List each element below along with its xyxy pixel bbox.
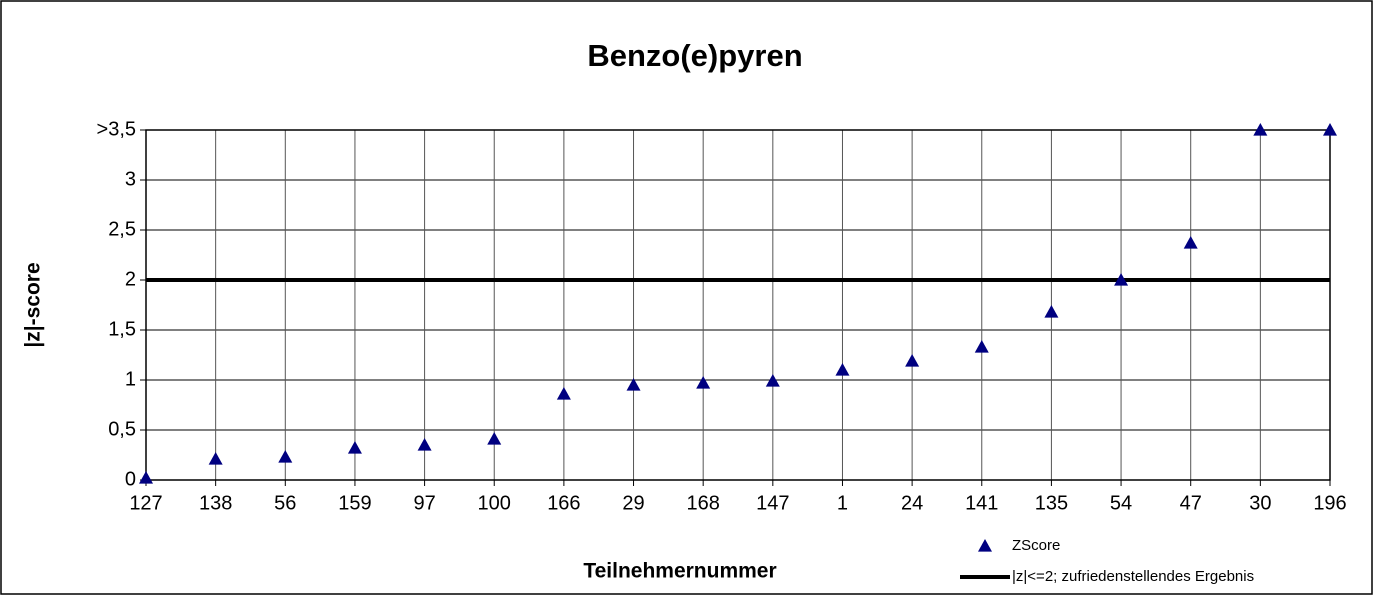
marker [208, 452, 223, 465]
legend-swatch [978, 539, 992, 552]
marker [1323, 123, 1337, 136]
marker [905, 354, 920, 367]
plot-area [146, 130, 1330, 480]
marker [765, 374, 780, 387]
y-tick-label: 3 [125, 168, 136, 190]
marker [696, 376, 711, 389]
x-tick-label: 100 [478, 492, 511, 514]
x-tick-label: 135 [1035, 492, 1068, 514]
x-axis-label: Teilnehmernummer [583, 560, 776, 583]
marker [556, 387, 571, 400]
y-tick-label: 2,5 [108, 218, 136, 240]
x-tick-label: 138 [199, 492, 232, 514]
x-tick-label: 141 [965, 492, 998, 514]
marker [974, 340, 989, 353]
marker [835, 363, 850, 376]
y-tick-label: 2 [125, 268, 136, 290]
x-tick-label: 56 [274, 492, 296, 514]
y-tick-label: 1 [125, 368, 136, 390]
x-tick-label: 29 [622, 492, 644, 514]
x-tick-label: 147 [756, 492, 789, 514]
x-tick-label: 196 [1313, 492, 1346, 514]
marker [417, 438, 432, 451]
y-tick-label: 0 [125, 468, 136, 490]
x-tick-label: 166 [547, 492, 580, 514]
marker [626, 378, 641, 391]
y-tick-label: >3,5 [97, 118, 136, 140]
x-tick-label: 24 [901, 492, 923, 514]
x-tick-label: 168 [686, 492, 719, 514]
marker [1183, 236, 1198, 249]
x-tick-label: 97 [413, 492, 435, 514]
y-tick-label: 1,5 [108, 318, 136, 340]
marker [1114, 273, 1129, 286]
x-tick-label: 54 [1110, 492, 1132, 514]
y-tick-label: 0,5 [108, 418, 136, 440]
marker [1253, 123, 1268, 136]
marker [139, 471, 153, 484]
x-tick-label: 159 [338, 492, 371, 514]
x-tick-label: 30 [1249, 492, 1271, 514]
legend-label: ZScore [1012, 537, 1060, 554]
y-axis-label: |z|-score [22, 262, 45, 347]
marker [278, 450, 293, 463]
marker [1044, 305, 1059, 318]
x-tick-label: 47 [1180, 492, 1202, 514]
marker [487, 432, 502, 445]
chart-title: Benzo(e)pyren [587, 38, 802, 73]
plot-border [145, 129, 1331, 481]
x-tick-label: 127 [129, 492, 162, 514]
marker [347, 441, 362, 454]
legend-label: |z|<=2; zufriedenstellendes Ergebnis [1012, 568, 1254, 585]
x-tick-label: 1 [837, 492, 848, 514]
